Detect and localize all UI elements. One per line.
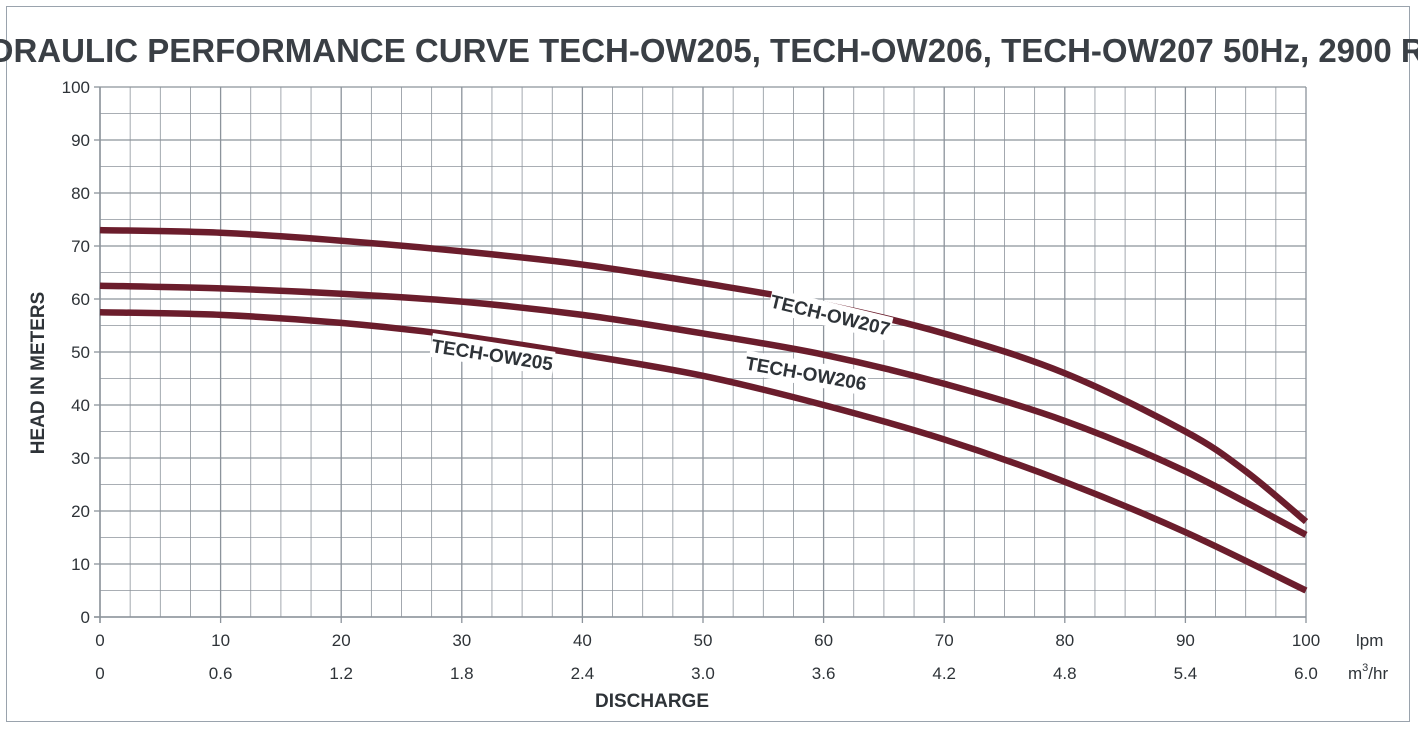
y-tick-label: 90: [71, 131, 90, 150]
curve-tech-ow205: [99, 309, 1308, 594]
y-tick-label: 30: [71, 449, 90, 468]
x-axis-title: DISCHARGE: [595, 691, 709, 712]
x-tick-label-lpm: 10: [211, 631, 230, 650]
curve-tech-ow206: [99, 282, 1308, 538]
x-tick-label-lpm: 90: [1176, 631, 1195, 650]
x-tick-label-lpm: 100: [1292, 631, 1320, 650]
x-tick-label-m3hr: 2.4: [571, 664, 595, 683]
x-tick-label-m3hr: 6.0: [1294, 664, 1318, 683]
x-tick-label-m3hr: 4.2: [932, 664, 956, 683]
x-tick-label-lpm: 0: [95, 631, 104, 650]
x-tick-label-m3hr: 4.8: [1053, 664, 1077, 683]
x-unit-secondary-base: m: [1348, 664, 1362, 683]
y-tick-label: 80: [71, 184, 90, 203]
x-tick-label-lpm: 30: [452, 631, 471, 650]
y-axis-title: HEAD IN METERS: [28, 292, 49, 455]
y-tick-label: 70: [71, 237, 90, 256]
series-label-backing: [742, 350, 870, 396]
y-tick-label: 100: [62, 78, 90, 97]
x-tick-label-m3hr: 1.8: [450, 664, 474, 683]
x-tick-label-m3hr: 0.6: [209, 664, 233, 683]
y-tick-label: 20: [71, 502, 90, 521]
x-unit-primary: lpm: [1356, 631, 1383, 650]
series-label-backing: [767, 288, 894, 341]
y-tick-label: 40: [71, 396, 90, 415]
x-tick-label-lpm: 60: [814, 631, 833, 650]
x-tick-label-m3hr: 5.4: [1174, 664, 1198, 683]
x-tick-label-lpm: 40: [573, 631, 592, 650]
series-label-group-tech-ow207: TECH-OW207: [767, 288, 894, 341]
y-tick-label: 50: [71, 343, 90, 362]
x-unit-secondary-sup: 3: [1362, 662, 1368, 674]
x-tick-label-lpm: 20: [332, 631, 351, 650]
x-tick-label-lpm: 70: [935, 631, 954, 650]
x-tick-label-lpm: 80: [1055, 631, 1074, 650]
curves: [99, 226, 1309, 594]
tick-labels: 0 10 20 30 40 50 60 70 80 90 100 0 10 20 30 40 50 60 70 80 9…: [62, 78, 1321, 683]
y-tick-label: 60: [71, 290, 90, 309]
axes: [94, 86, 1307, 623]
x-tick-label-m3hr: 3.0: [691, 664, 715, 683]
curve-tech-ow207: [99, 226, 1309, 525]
x-unit-secondary-rest: /hr: [1368, 664, 1388, 683]
chart-title: HYDRAULIC PERFORMANCE CURVE TECH-OW205, …: [0, 32, 1418, 69]
x-tick-label-m3hr: 1.2: [329, 664, 353, 683]
y-tick-label: 0: [81, 608, 90, 627]
series-label-backing: [429, 333, 556, 376]
chart-frame: [6, 6, 1410, 722]
x-unit-secondary: m3/hr: [1348, 662, 1388, 683]
x-tick-label-m3hr: 3.6: [812, 664, 836, 683]
y-tick-label: 10: [71, 555, 90, 574]
x-tick-label-m3hr: 0: [95, 664, 104, 683]
grid: [99, 86, 1307, 618]
x-tick-label-lpm: 50: [694, 631, 713, 650]
